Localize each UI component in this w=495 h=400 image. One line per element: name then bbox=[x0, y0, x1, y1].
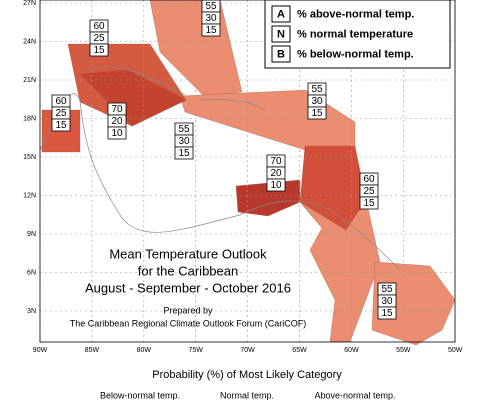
colorbar-title: Probability (%) of Most Likely Category bbox=[152, 369, 342, 381]
lon-label: 85W bbox=[85, 347, 100, 354]
outlook-value: 10 bbox=[270, 180, 282, 191]
outlook-value: 25 bbox=[55, 108, 67, 119]
lon-label: 55W bbox=[396, 347, 411, 354]
outlook-cell bbox=[174, 146, 194, 160]
outlook-value: 60 bbox=[55, 96, 67, 107]
outlook-value: 70 bbox=[111, 104, 123, 115]
outlook-value: 70 bbox=[270, 156, 282, 167]
outlook-cell bbox=[359, 196, 379, 210]
title: Mean Temperature Outlook for the Caribbe… bbox=[70, 246, 307, 328]
outlook-value: 30 bbox=[178, 136, 190, 147]
outlook-value: 25 bbox=[363, 186, 375, 197]
outlook-cell bbox=[201, 23, 221, 37]
legend-frame bbox=[264, 0, 451, 69]
regions bbox=[41, 0, 456, 346]
legend-text: % normal temperature bbox=[297, 28, 413, 40]
title-line: August - September - October 2016 bbox=[85, 280, 291, 295]
title-line: for the Caribbean bbox=[138, 263, 238, 278]
credit: Prepared by bbox=[163, 305, 213, 315]
legend-key: A bbox=[277, 8, 285, 20]
coastlines bbox=[39, 66, 401, 271]
legend-text: % above-normal temp. bbox=[297, 8, 414, 20]
lat-label: 3N bbox=[27, 308, 36, 315]
lat-label: 9N bbox=[27, 231, 36, 238]
lon-label: 75W bbox=[188, 347, 203, 354]
lon-label: 60W bbox=[344, 347, 359, 354]
outlook-value: 55 bbox=[381, 284, 393, 295]
colorbar-label: Above-normal temp. bbox=[314, 390, 395, 400]
lat-label: 6N bbox=[27, 269, 36, 276]
outlook-cell bbox=[266, 178, 286, 192]
legend-key-box bbox=[271, 5, 291, 23]
outlook-value: 15 bbox=[93, 45, 105, 56]
outlook-value: 20 bbox=[270, 168, 282, 179]
lat-label: 18N bbox=[23, 115, 36, 122]
lon-label: 65W bbox=[292, 347, 307, 354]
outlook-value: 20 bbox=[111, 116, 123, 127]
coastline bbox=[39, 93, 401, 271]
outlook-cell bbox=[307, 106, 327, 120]
lat-label: 15N bbox=[23, 154, 36, 161]
outlook-value: 55 bbox=[205, 1, 217, 12]
outlook-value: 30 bbox=[311, 96, 323, 107]
colorbar-label: Normal temp. bbox=[220, 390, 274, 400]
lat-label: 24N bbox=[23, 38, 36, 45]
outlook-cell bbox=[107, 126, 127, 140]
outlook-value: 55 bbox=[311, 84, 323, 95]
legend-key: N bbox=[277, 28, 285, 40]
outlook-value: 15 bbox=[178, 148, 190, 159]
legend-key-box bbox=[271, 45, 291, 63]
outlook-value: 15 bbox=[205, 25, 217, 36]
coastline bbox=[84, 66, 266, 111]
outlook-value: 15 bbox=[311, 108, 323, 119]
title-line: Mean Temperature Outlook bbox=[109, 246, 267, 261]
outlook-value: 15 bbox=[381, 308, 393, 319]
lat-label: 21N bbox=[23, 77, 36, 84]
legend: A % above-normal temp. N % normal temperatu… bbox=[264, 0, 451, 69]
region bbox=[179, 89, 356, 151]
outlook-value: 60 bbox=[93, 21, 105, 32]
lon-label: 70W bbox=[240, 347, 255, 354]
outlook-value: 25 bbox=[93, 33, 105, 44]
map-frame bbox=[39, 0, 456, 343]
outlook-value: 30 bbox=[205, 13, 217, 24]
outlook-cell bbox=[377, 306, 397, 320]
outlook-value: 15 bbox=[55, 120, 67, 131]
lat-label: 12N bbox=[23, 192, 36, 199]
lon-label: 80W bbox=[137, 347, 152, 354]
outlook-value: 15 bbox=[363, 198, 375, 209]
credit: The Caribbean Regional Climate Outlook F… bbox=[70, 318, 307, 328]
outlook-cell bbox=[89, 43, 109, 57]
outlook-value: 60 bbox=[363, 174, 375, 185]
lon-label: 90W bbox=[33, 347, 48, 354]
lon-label: 50W bbox=[448, 347, 463, 354]
colorbar-label: Below-normal temp. bbox=[100, 390, 180, 400]
outlook-cell bbox=[51, 118, 71, 132]
lat-label: 27N bbox=[23, 0, 36, 7]
outlook-value: 55 bbox=[178, 124, 190, 135]
outlook-value: 30 bbox=[381, 296, 393, 307]
legend-items: A % above-normal temp. N % normal temperatu… bbox=[271, 5, 414, 63]
legend-key-box bbox=[271, 25, 291, 43]
legend-key: B bbox=[277, 48, 285, 60]
legend-text: % below-normal temp. bbox=[297, 48, 414, 60]
outlook-value: 10 bbox=[111, 128, 123, 139]
